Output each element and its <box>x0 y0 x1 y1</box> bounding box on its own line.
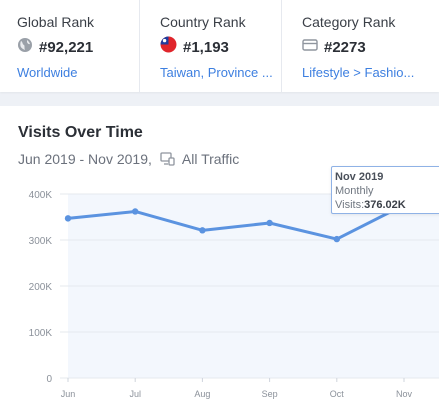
global-rank-label: Global Rank <box>17 14 95 30</box>
visits-subtitle: Jun 2019 - Nov 2019, All Traffic <box>18 151 239 167</box>
tooltip-date: Nov 2019 <box>335 171 384 183</box>
tooltip-value-label: Visits: <box>335 199 365 211</box>
data-point <box>132 208 139 215</box>
global-rank-value: #92,221 <box>39 38 94 56</box>
x-tick-label: Aug <box>194 389 210 399</box>
y-tick-label: 100K <box>29 328 53 339</box>
x-tick-label: Sep <box>262 389 278 399</box>
tooltip-value: 376.02K <box>364 199 406 211</box>
category-rank-value: #2273 <box>324 38 366 56</box>
all-traffic-icon <box>160 151 176 167</box>
globe-icon <box>17 37 33 58</box>
series-line <box>66 203 406 241</box>
data-point <box>333 235 340 243</box>
y-tick-label: 200K <box>29 282 53 293</box>
x-tick-label: Nov <box>396 389 413 399</box>
taiwan-flag-icon <box>160 36 177 58</box>
data-point <box>266 219 273 227</box>
traffic-filter[interactable]: All Traffic <box>181 151 240 167</box>
category-rank-label: Category Rank <box>302 14 396 30</box>
date-range: Jun 2019 - Nov 2019, <box>18 151 152 167</box>
rank-summary: Global Rank #92,221 Worldwide Country Ra… <box>0 0 439 92</box>
data-point <box>199 227 206 234</box>
tooltip-period: Monthly <box>335 185 374 197</box>
x-tick-label: Jul <box>129 389 141 399</box>
category-icon <box>302 38 318 57</box>
y-tick-label: 0 <box>46 374 52 385</box>
visits-title: Visits Over Time <box>18 124 143 141</box>
country-rank-value: #1,193 <box>183 38 229 56</box>
country-rank-label: Country Rank <box>160 14 246 30</box>
category-rank-card: Category Rank #2273 Lifestyle > Fashio..… <box>282 0 439 92</box>
y-tick-label: 300K <box>29 236 53 247</box>
x-tick-label: Oct <box>330 389 345 399</box>
y-tick-label: 400K <box>29 190 53 201</box>
country-rank-card: Country Rank #1,193 Taiwan, Province ... <box>140 0 282 92</box>
data-point <box>64 215 72 222</box>
global-rank-card: Global Rank #92,221 Worldwide <box>0 0 140 92</box>
x-tick-label: Jun <box>61 389 76 399</box>
chart-tooltip: Nov 2019 Monthly Visits:376.02K <box>331 166 439 214</box>
